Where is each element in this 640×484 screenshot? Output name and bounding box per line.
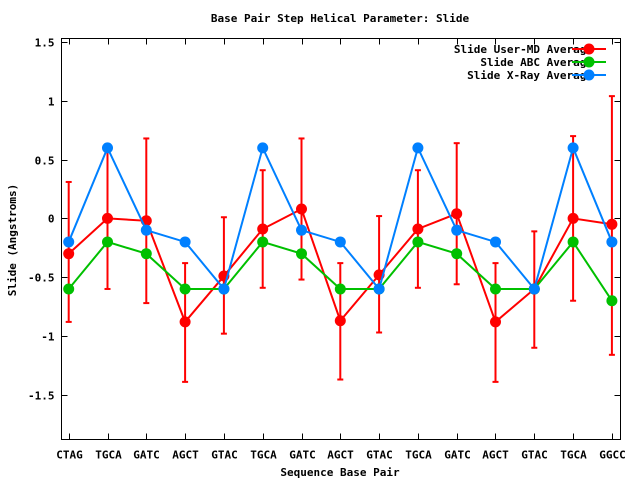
y-tick-label: 1.5 xyxy=(35,37,55,50)
x-tick-label: TGCA xyxy=(95,449,122,462)
data-point xyxy=(451,248,463,260)
series-0 xyxy=(63,95,618,383)
y-tick-label: -0.5 xyxy=(28,272,55,285)
data-point xyxy=(257,236,269,248)
legend-label: Slide User-MD Average xyxy=(454,43,593,56)
data-point xyxy=(179,316,191,328)
x-tick-label: TGCA xyxy=(560,449,587,462)
data-point xyxy=(179,283,191,295)
data-point xyxy=(606,295,618,307)
data-point xyxy=(490,236,501,248)
data-point xyxy=(490,283,501,295)
legend-label: Slide X-Ray Average xyxy=(467,69,593,82)
data-point xyxy=(63,236,75,248)
data-point xyxy=(412,236,424,248)
legend-marker xyxy=(583,69,595,81)
x-tick-label: GTAC xyxy=(366,449,393,462)
data-point xyxy=(257,142,269,154)
data-point xyxy=(606,236,618,248)
y-tick-label: 1 xyxy=(48,96,55,109)
data-point xyxy=(140,248,152,260)
data-point xyxy=(102,142,113,154)
data-point xyxy=(451,224,463,236)
data-point xyxy=(412,223,424,235)
data-point xyxy=(528,283,540,295)
data-point xyxy=(179,236,191,248)
x-tick-label: GTAC xyxy=(211,449,238,462)
x-tick-label: AGCT xyxy=(327,449,354,462)
x-tick-label: GATC xyxy=(133,449,160,462)
data-point xyxy=(567,142,579,154)
x-tick-label: GTAC xyxy=(521,449,548,462)
data-point xyxy=(606,218,618,230)
data-point xyxy=(140,224,152,236)
data-point xyxy=(102,212,113,224)
data-point xyxy=(567,236,579,248)
series-2 xyxy=(63,142,618,295)
x-tick-label: GGCC xyxy=(599,449,626,462)
x-tick-label: GATC xyxy=(289,449,316,462)
data-point xyxy=(257,223,269,235)
x-axis-label: Sequence Base Pair xyxy=(280,466,400,479)
x-tick-label: AGCT xyxy=(172,449,199,462)
data-point xyxy=(490,316,501,328)
data-point xyxy=(451,208,463,220)
legend-marker xyxy=(583,43,595,55)
data-point xyxy=(334,236,346,248)
y-tick-label: -1.5 xyxy=(28,390,55,403)
x-tick-label: AGCT xyxy=(482,449,509,462)
x-tick-label: TGCA xyxy=(250,449,277,462)
x-tick-label: TGCA xyxy=(405,449,432,462)
y-tick-label: -1 xyxy=(41,331,55,344)
y-tick-label: 0 xyxy=(48,213,55,226)
legend-label: Slide ABC Average xyxy=(480,56,593,69)
x-tick-label: GATC xyxy=(444,449,471,462)
data-point xyxy=(334,283,346,295)
data-point xyxy=(102,236,113,248)
data-point xyxy=(296,224,307,236)
data-point xyxy=(567,212,579,224)
chart-title: Base Pair Step Helical Parameter: Slide xyxy=(211,12,470,25)
data-point xyxy=(63,248,75,260)
x-tick-label: CTAG xyxy=(56,449,83,462)
data-point xyxy=(63,283,75,295)
y-tick-label: 0.5 xyxy=(35,155,55,168)
data-point xyxy=(296,248,307,260)
y-axis-label: Slide (Angstroms) xyxy=(6,184,19,297)
data-point xyxy=(373,283,385,295)
legend-marker xyxy=(583,56,595,68)
data-point xyxy=(334,315,346,327)
data-point xyxy=(412,142,424,154)
data-point xyxy=(296,203,307,215)
data-point xyxy=(218,283,230,295)
